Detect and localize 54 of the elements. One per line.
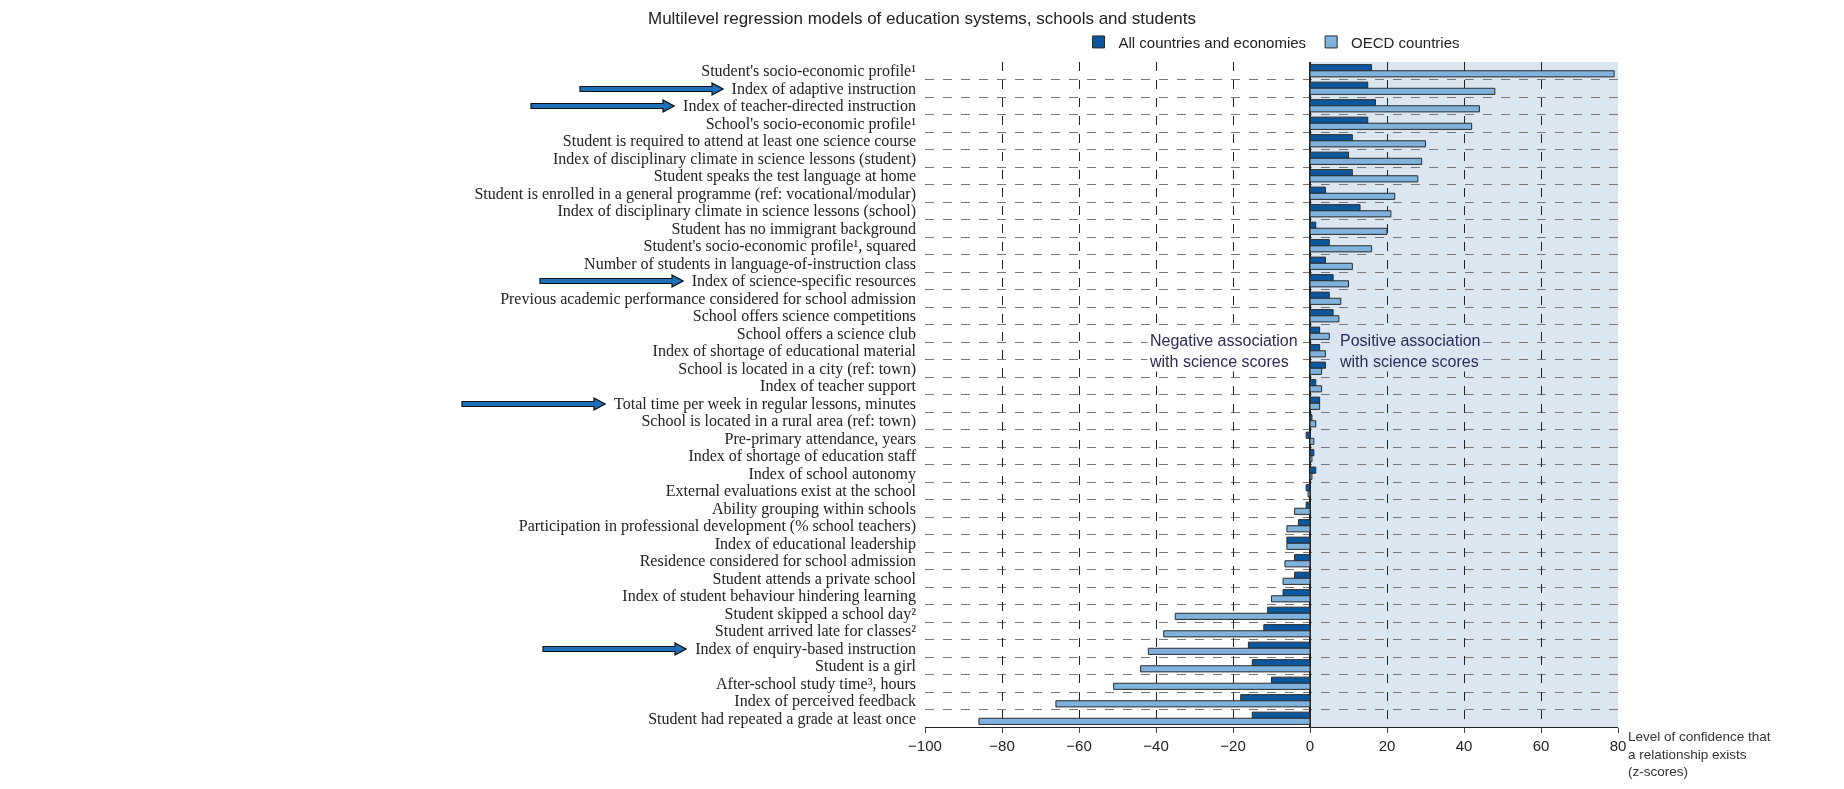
y-tick-label: Index of student behaviour hindering learning [622, 587, 916, 606]
y-tick-label: School is located in a rural area (ref: town) [641, 412, 916, 431]
x-tick-label: 60 [1532, 737, 1550, 754]
y-tick-label: Pre-primary attendance, years [724, 429, 916, 448]
x-tick-label: 80 [1609, 737, 1627, 754]
y-tick-label: Residence considered for school admission [639, 552, 916, 570]
y-tick-label: Student had repeated a grade at least once [648, 709, 916, 728]
legend-label: OECD countries [1351, 33, 1460, 51]
y-tick-label: Student arrived late for classes² [714, 622, 917, 640]
chart-title: Multilevel regression models of education systems, schools and students [647, 8, 1197, 28]
y-tick-label: Index of disciplinary climate in science lessons (student) [552, 149, 916, 168]
y-tick-label: Ability grouping within schools [712, 499, 916, 518]
y-tick-label: Student is enrolled in a general programme (ref: vocational/modular) [474, 184, 916, 203]
y-tick-label: Index of educational leadership [714, 534, 916, 553]
y-tick-label: Student is required to attend at least one science course [562, 132, 916, 151]
annotation: Positive association with science scores [1339, 332, 1481, 370]
y-tick-label: Index of shortage of education staff [688, 447, 917, 466]
x-tick-label: −40 [1143, 737, 1169, 754]
y-tick-label: Number of students in language-of-instruction class [584, 254, 916, 273]
y-tick-label: Student is a girl [815, 657, 917, 676]
y-tick-label: School is located in a city (ref: town) [678, 359, 916, 378]
y-tick-label: Previous academic performance considered for school admission [500, 289, 916, 308]
y-tick-label: Index of enquiry-based instruction [695, 639, 916, 658]
y-tick-label: Total time per week in regular lessons, minutes [614, 394, 916, 413]
y-tick-label: Student skipped a school day² [724, 604, 917, 623]
y-tick-label: Index of school autonomy [748, 464, 916, 483]
x-tick-label: −20 [1220, 737, 1246, 754]
y-tick-label: Index of shortage of educational material [652, 342, 917, 361]
y-tick-label: Student's socio-economic profile¹, squared [643, 237, 916, 256]
y-tick-label: After-school study time³, hours [716, 674, 916, 693]
y-tick-label: Index of disciplinary climate in science lessons (school) [557, 202, 916, 221]
y-tick-label: Index of science-specific resources [691, 272, 916, 291]
legend-label: All countries and economies [1118, 33, 1307, 51]
x-tick-label: −100 [908, 737, 942, 754]
y-tick-label: Participation in professional development (% school teachers) [518, 517, 916, 536]
y-tick-label: Index of perceived feedback [734, 692, 916, 711]
y-tick-label: Student speaks the test language at home [653, 167, 916, 186]
x-axis-title: Level of confidence that a relationship exists (z-scores) [1628, 729, 1771, 780]
y-tick-label: Index of teacher-directed instruction [683, 97, 916, 115]
x-tick-label: 20 [1378, 737, 1396, 754]
y-tick-label: School offers a science club [736, 324, 916, 342]
y-tick-label: School offers science competitions [692, 307, 916, 326]
y-tick-label: Student's socio-economic profile¹ [701, 62, 917, 81]
y-tick-label: Index of adaptive instruction [731, 79, 916, 98]
y-tick-label: School's socio-economic profile¹ [705, 114, 917, 133]
x-tick-label: −60 [1066, 737, 1092, 754]
y-tick-label: Student has no immigrant background [671, 219, 916, 238]
y-tick-label: External evaluations exist at the school [665, 482, 917, 500]
x-tick-label: −80 [989, 737, 1015, 754]
annotation: Negative association with science scores [1149, 332, 1298, 370]
y-tick-label: Index of teacher support [760, 377, 917, 396]
x-tick-label: 0 [1305, 737, 1315, 754]
x-tick-label: 40 [1455, 737, 1473, 754]
y-tick-label: Student attends a private school [712, 569, 917, 588]
